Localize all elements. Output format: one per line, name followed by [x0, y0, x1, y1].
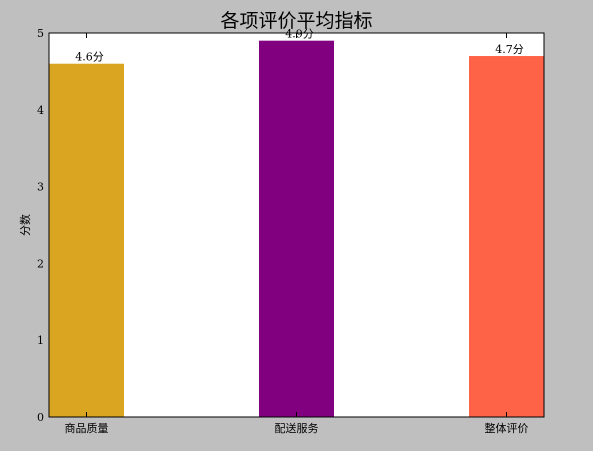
plot-frame — [48, 32, 545, 418]
bar-1 — [49, 63, 124, 417]
bars-group: 4.6分 4.9分 4.7分 — [49, 28, 544, 418]
y-tick-label: 5 — [37, 27, 44, 40]
x-tick-label: 整体评价 — [485, 421, 529, 435]
bar-3 — [469, 56, 544, 417]
chart-title: 各项评价平均指标 — [220, 10, 372, 32]
y-tick-label: 0 — [37, 411, 44, 424]
x-tick-label: 配送服务 — [275, 421, 319, 435]
y-axis-title: 分数 — [19, 214, 32, 236]
bar-value-label: 4.7分 — [495, 43, 524, 56]
y-tick-label: 3 — [37, 181, 44, 194]
y-tick-label: 4 — [37, 104, 44, 117]
bar-value-label: 4.6分 — [75, 51, 104, 64]
y-tick-label: 2 — [37, 257, 44, 270]
x-axis: 商品质量 配送服务 整体评价 — [65, 33, 529, 435]
x-tick-label: 商品质量 — [65, 421, 109, 435]
y-tick-label: 1 — [37, 334, 44, 347]
bar-2 — [259, 40, 334, 418]
bar-value-label: 4.9分 — [285, 28, 314, 41]
